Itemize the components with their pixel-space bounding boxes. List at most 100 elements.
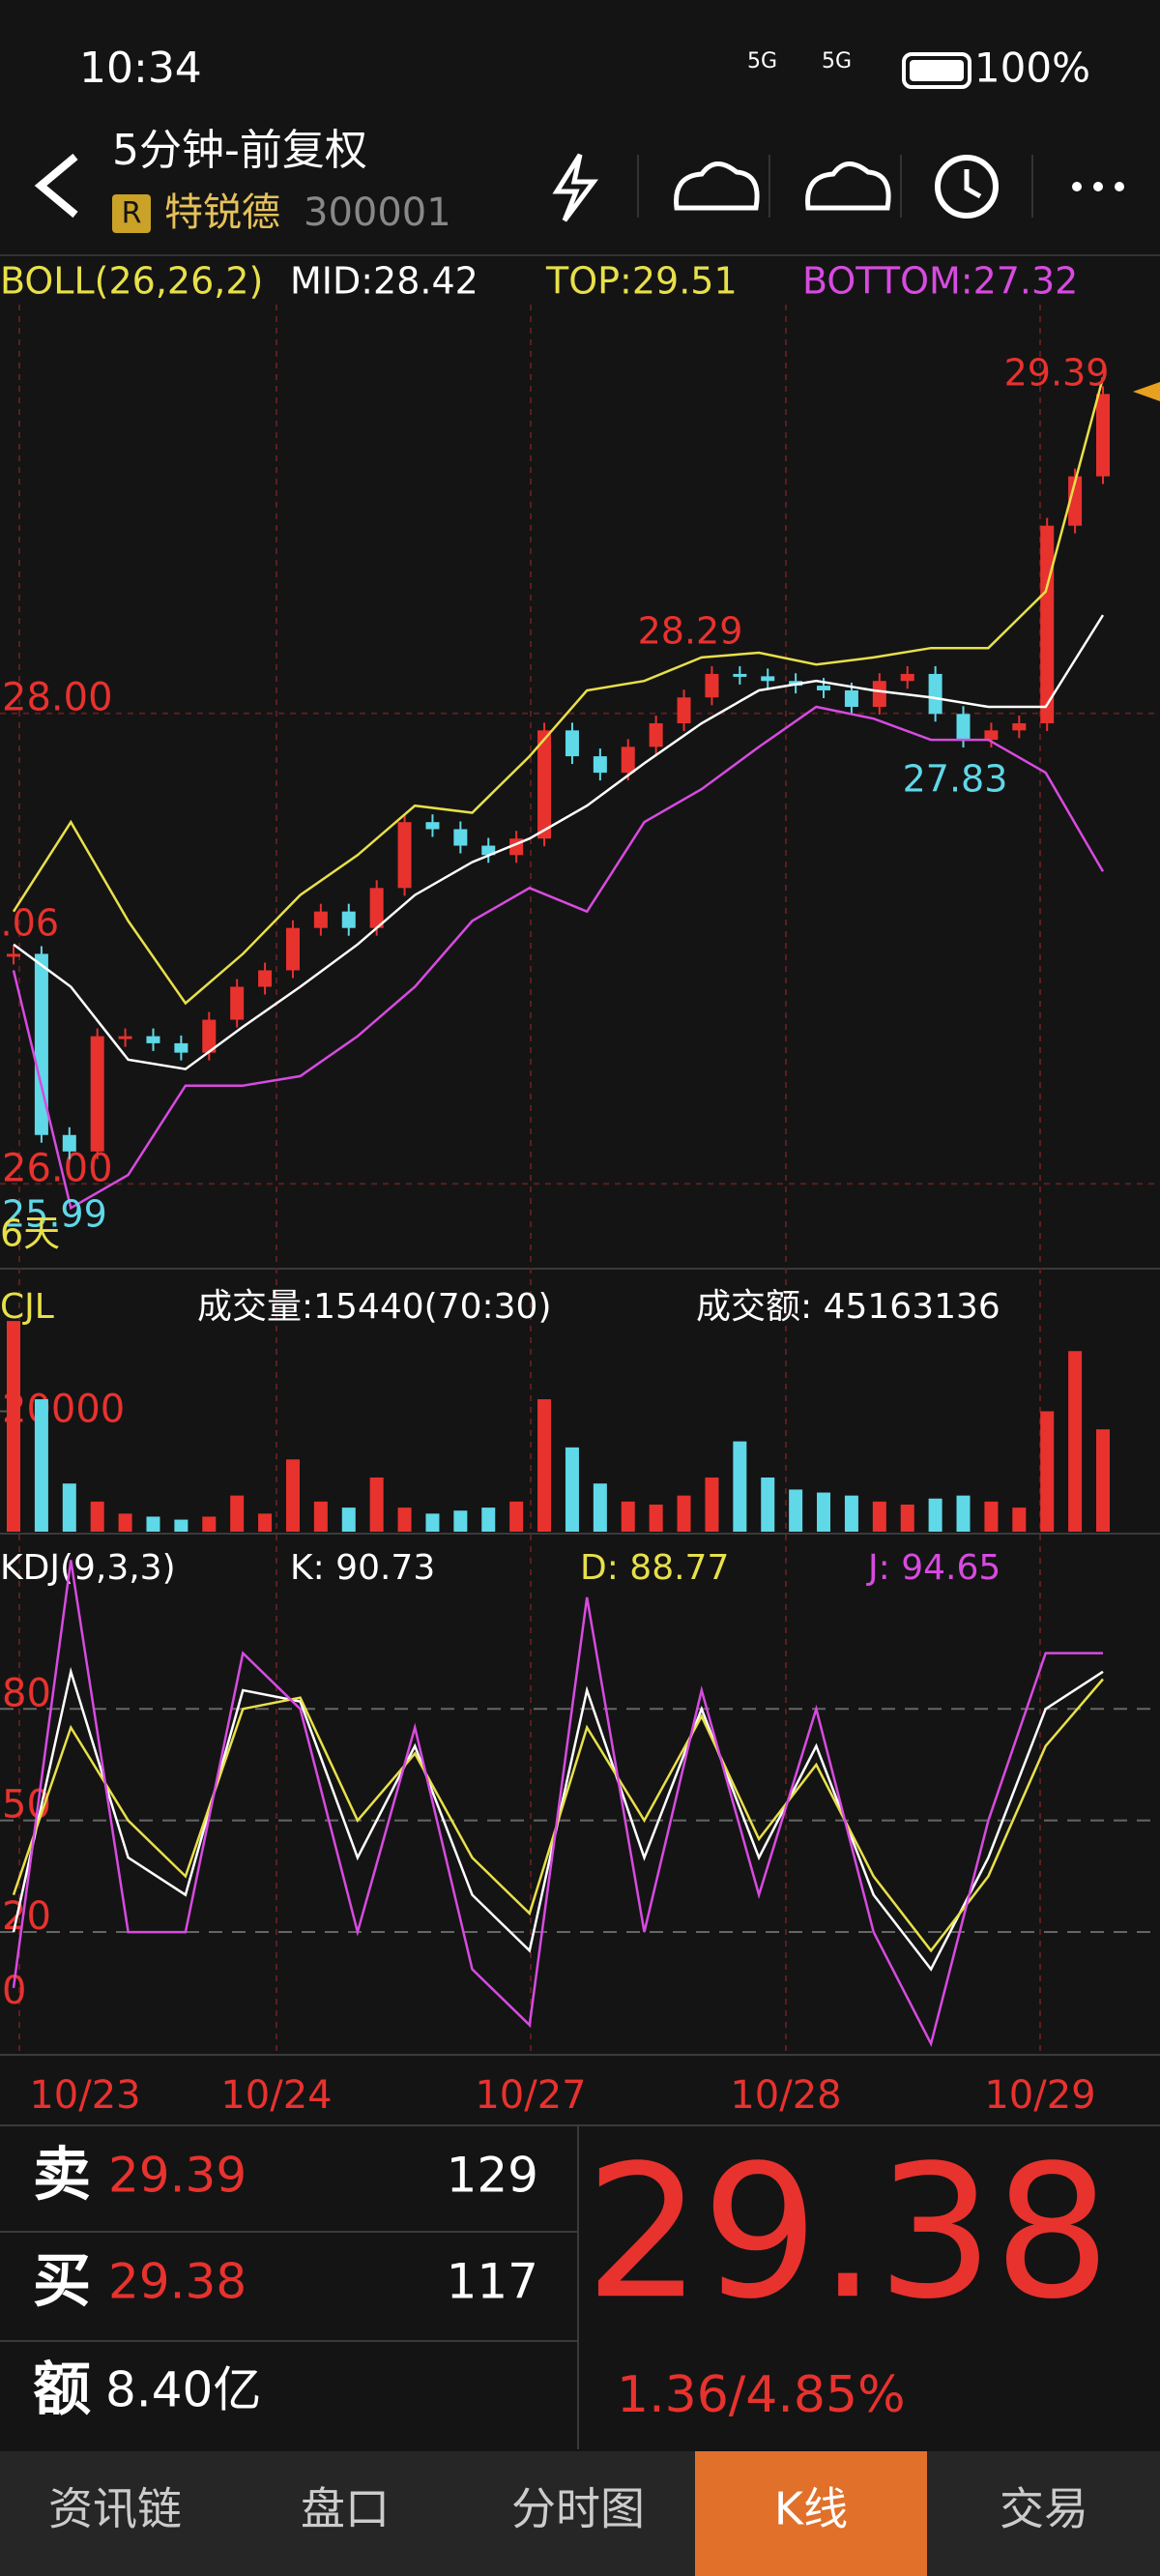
sell-price: 29.39	[108, 2148, 246, 2204]
buy-volume: 117	[447, 2254, 538, 2310]
x-tick-label: 10/29	[984, 2073, 1095, 2118]
volume-bar	[789, 1489, 803, 1532]
cloud-icon[interactable]	[805, 161, 891, 211]
flash-icon[interactable]	[552, 153, 598, 222]
badge-bg	[112, 194, 151, 233]
network: 5G	[822, 49, 852, 73]
candle	[146, 1036, 160, 1043]
volume-bar	[649, 1504, 663, 1532]
sell-volume: 129	[447, 2148, 538, 2204]
volume-bar	[928, 1498, 942, 1532]
y-tick-label: 20	[2, 1894, 51, 1939]
amount-label: 成交额: 45163136	[696, 1287, 1000, 1327]
tab[interactable]: 资讯链	[48, 2483, 182, 2535]
volume-bar	[34, 1399, 48, 1532]
price-marker	[1133, 382, 1160, 401]
tab[interactable]: 分时图	[511, 2483, 645, 2535]
tab[interactable]: 盘口	[301, 2483, 390, 2535]
annotation: 29.39	[1004, 352, 1110, 395]
tab[interactable]: K线	[774, 2483, 848, 2535]
volume-bar	[118, 1513, 132, 1532]
boll-top: TOP:29.51	[545, 260, 738, 303]
volume-label: 成交量:15440(70:30)	[197, 1287, 552, 1327]
boll-label: BOLL(26,26,2)	[0, 260, 263, 303]
sell-label: 卖	[33, 2142, 91, 2210]
y-tick-label: 50	[2, 1783, 51, 1828]
kdj-line	[12, 1560, 1103, 2047]
candle	[593, 756, 607, 774]
stock-name: 特锐德	[164, 190, 280, 235]
kdj-line	[12, 1678, 1104, 1953]
annotation: 27.06	[0, 902, 59, 945]
last-price: 29.38	[585, 2125, 1111, 2339]
k-label: K: 90.73	[290, 1548, 435, 1588]
header-separators	[637, 155, 1033, 218]
cloud-icon[interactable]	[674, 161, 760, 211]
boll-line	[13, 614, 1105, 1070]
x-tick-label: 10/24	[220, 2073, 332, 2118]
candle	[621, 746, 635, 774]
battery-level	[910, 60, 964, 81]
kdj-label: KDJ(9,3,3)	[0, 1548, 176, 1588]
boll-mid: MID:28.42	[290, 260, 478, 303]
more-icon[interactable]	[1072, 182, 1124, 191]
j-label: J: 94.65	[866, 1548, 1000, 1588]
candle	[705, 673, 719, 698]
y-tick-label: 28.00	[2, 676, 113, 720]
candle	[258, 970, 273, 987]
candle	[677, 697, 691, 724]
tab[interactable]: 交易	[1000, 2483, 1088, 2535]
volume-bar	[90, 1501, 104, 1532]
annotation: 28.29	[638, 610, 743, 653]
volume-bar	[7, 1321, 20, 1532]
volume-bar	[174, 1519, 188, 1532]
volume-bar	[369, 1477, 384, 1532]
boll-line	[12, 705, 1105, 1211]
candle	[537, 730, 552, 839]
candle	[313, 911, 328, 928]
candle	[565, 730, 579, 757]
volume-bar	[537, 1399, 552, 1532]
candle	[872, 681, 886, 708]
candle	[817, 686, 831, 690]
candle	[481, 845, 496, 856]
volume-bar	[817, 1492, 831, 1532]
candle	[202, 1019, 217, 1053]
volume-bar	[146, 1516, 160, 1532]
annotation: 25.99	[2, 1193, 107, 1236]
quote-grid	[0, 2124, 1160, 2449]
volume-bar	[900, 1504, 914, 1532]
volume-bar	[984, 1501, 999, 1532]
candle	[1040, 525, 1055, 724]
candle	[397, 822, 412, 889]
candle	[341, 911, 356, 928]
volume-bar	[705, 1477, 719, 1532]
title: 5分钟-前复权	[112, 126, 367, 175]
battery	[902, 52, 972, 89]
candle	[1096, 394, 1110, 477]
volume-bar	[341, 1508, 356, 1532]
candle	[649, 723, 663, 747]
annotation: 6天	[0, 1213, 60, 1255]
annotation: 27.83	[903, 758, 1008, 801]
candle	[90, 1036, 104, 1152]
volume-bar	[1096, 1429, 1110, 1532]
volume-bar	[956, 1495, 971, 1532]
volume-bar	[202, 1516, 217, 1532]
tab-bar	[0, 2451, 1160, 2576]
candle	[1068, 476, 1083, 526]
candle	[34, 953, 48, 1135]
volume-bar	[509, 1501, 524, 1532]
candle	[230, 986, 245, 1020]
back-button[interactable]	[34, 153, 78, 219]
volume-bar	[1012, 1508, 1027, 1532]
candle	[7, 953, 20, 957]
candle	[844, 689, 858, 708]
clock-icon[interactable]	[935, 155, 999, 219]
candle	[900, 673, 914, 682]
x-tick-label: 10/23	[29, 2073, 140, 2118]
candle	[174, 1042, 188, 1053]
y-tick-label: 20000	[2, 1388, 125, 1432]
